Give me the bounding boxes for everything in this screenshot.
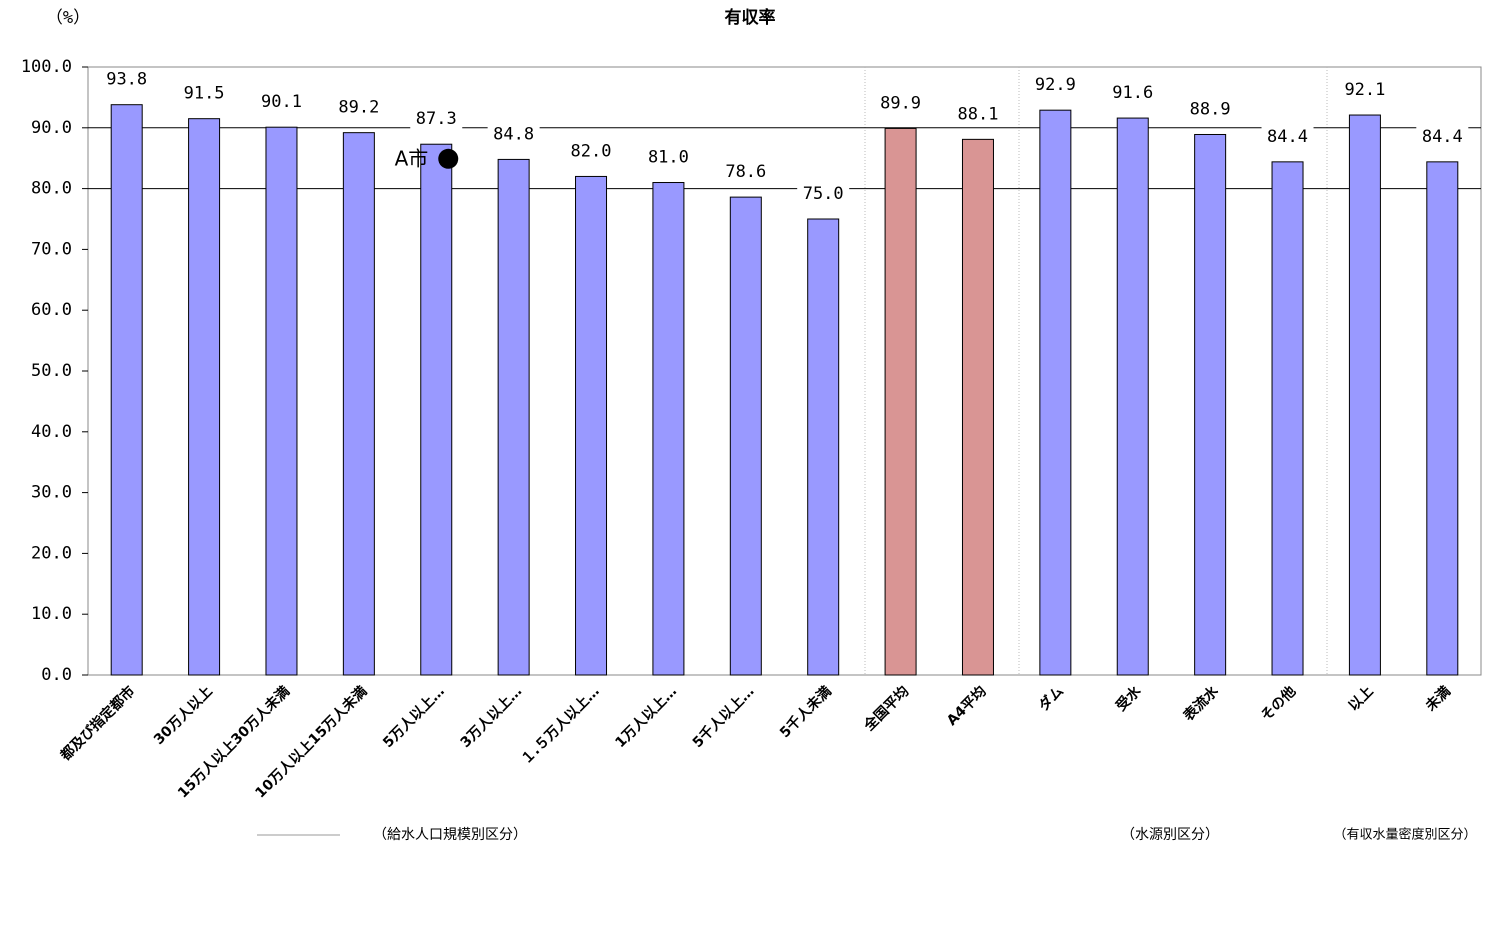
bar	[110, 104, 143, 676]
bar	[497, 158, 530, 676]
y-tick-label: 10.0	[31, 604, 72, 624]
bar	[1039, 109, 1072, 676]
x-tick-label: 受水	[1113, 682, 1146, 715]
label-bg	[255, 91, 308, 114]
value-label: 89.9	[880, 93, 921, 113]
bar	[884, 127, 917, 676]
value-label: 89.2	[338, 98, 379, 118]
group-label: （水源別区分）	[1121, 827, 1219, 843]
y-tick-label: 90.0	[31, 118, 72, 138]
x-tick-label: 3万人以上…	[457, 683, 525, 751]
value-label: 91.6	[1112, 83, 1153, 103]
label-bg	[797, 183, 850, 205]
label-bg	[719, 161, 772, 184]
y-tick-label: 50.0	[31, 361, 72, 381]
y-tick-label: 0.0	[41, 665, 72, 685]
x-tick-label: 全国平均	[860, 683, 912, 735]
value-label: 88.1	[957, 104, 998, 124]
y-tick-label: 70.0	[31, 239, 72, 259]
value-label: 75.0	[803, 184, 844, 204]
label-bg	[1261, 125, 1314, 148]
bar	[961, 138, 994, 676]
value-label: 93.8	[106, 70, 147, 90]
bar	[342, 132, 375, 676]
value-label: 91.5	[184, 84, 225, 104]
chart-title: 有収率	[725, 7, 776, 28]
value-label: 78.6	[725, 162, 766, 182]
y-tick-label: 40.0	[31, 422, 72, 442]
x-tick-label: 5万人以上…	[379, 683, 447, 751]
label-bg	[410, 108, 463, 131]
y-tick-label: 80.0	[31, 179, 72, 199]
group-label: （給水人口規模別区分）	[373, 827, 527, 843]
value-label: 81.0	[648, 148, 689, 168]
x-tick-label: ダム	[1035, 683, 1067, 715]
y-tick-label: 100.0	[21, 57, 72, 77]
label-bg	[874, 92, 927, 115]
label-bg	[1416, 125, 1469, 148]
bar	[1348, 114, 1381, 676]
marker-label: A市	[395, 146, 429, 170]
bar	[265, 126, 298, 676]
y-tick-label: 60.0	[31, 300, 72, 320]
value-label: 84.4	[1267, 127, 1308, 147]
bar	[188, 118, 221, 676]
label-bg	[565, 140, 618, 163]
x-tick-label: 5千人未満	[776, 683, 835, 742]
label-bg	[332, 96, 385, 119]
value-label: 92.1	[1344, 80, 1385, 100]
label-bg	[100, 68, 153, 91]
y-unit: （%）	[46, 8, 90, 28]
x-tick-label: 30万人以上	[150, 683, 215, 748]
bar	[652, 182, 685, 676]
value-label: 92.9	[1035, 75, 1076, 95]
x-tick-label: 5千人以上…	[689, 683, 757, 751]
value-label: 84.8	[493, 124, 534, 144]
x-tick-label: 以上	[1345, 683, 1376, 714]
label-bg	[951, 103, 1004, 126]
bar	[807, 218, 840, 676]
bar	[1116, 117, 1149, 676]
bar	[1426, 161, 1459, 676]
value-label: 90.1	[261, 92, 302, 112]
x-tick-label: 未満	[1422, 683, 1454, 715]
x-tick-label: A4平均	[943, 683, 989, 729]
value-label: 82.0	[571, 141, 612, 161]
group-label: （有収水量密度別区分）	[1333, 827, 1476, 843]
x-tick-label: 都及び指定都市	[56, 683, 138, 765]
bar	[729, 196, 762, 676]
label-bg	[1029, 74, 1082, 97]
label-bg	[1106, 82, 1159, 105]
label-bg	[1338, 79, 1391, 102]
label-bg	[178, 82, 231, 105]
y-tick-label: 20.0	[31, 543, 72, 563]
value-label: 87.3	[416, 109, 457, 129]
bar	[575, 175, 608, 676]
label-bg	[487, 123, 540, 146]
label-bg	[642, 146, 695, 169]
bar	[1194, 133, 1227, 676]
x-tick-label: その他	[1257, 683, 1299, 725]
y-tick-label: 30.0	[31, 483, 72, 503]
x-tick-label: 表流水	[1179, 682, 1222, 725]
bar	[420, 143, 453, 676]
plot-area	[87, 66, 1482, 676]
bar	[1271, 161, 1304, 676]
value-label: 88.9	[1190, 99, 1231, 119]
label-bg	[1184, 98, 1237, 121]
marker	[438, 148, 459, 169]
x-tick-label: 1万人以上…	[612, 683, 680, 751]
x-tick-label: １.５万人以上…	[518, 683, 603, 768]
value-label: 84.4	[1422, 127, 1463, 147]
